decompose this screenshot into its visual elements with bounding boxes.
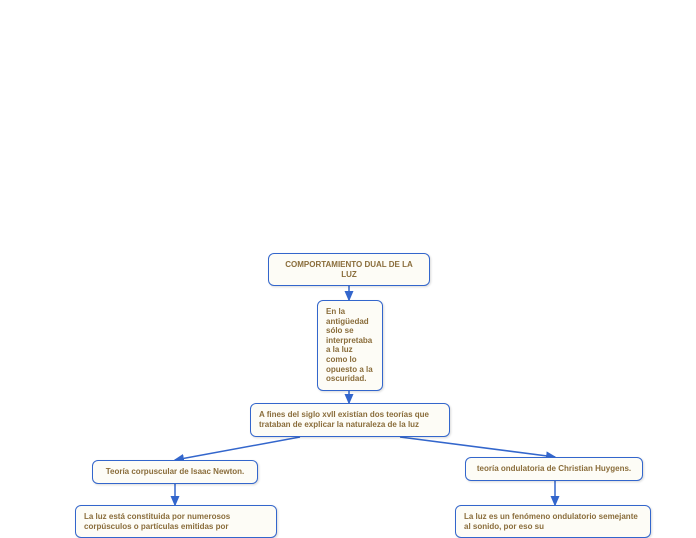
node-label: COMPORTAMIENTO DUAL DE LA LUZ [285, 260, 413, 279]
node-label: A fines del siglo xvII existían dos teor… [259, 410, 429, 429]
node-title: COMPORTAMIENTO DUAL DE LA LUZ [268, 253, 430, 286]
node-n3: Teoría corpuscular de Isaac Newton. [92, 460, 258, 484]
edge-3 [400, 437, 555, 457]
node-label: La luz es un fenómeno ondulatorio semeja… [464, 512, 638, 531]
node-n4: teoría ondulatoria de Christian Huygens. [465, 457, 643, 481]
node-label: En la antigüedad sólo se interpretaba a … [326, 307, 373, 383]
node-label: La luz está constituida por numerosos co… [84, 512, 230, 531]
node-n2: A fines del siglo xvII existían dos teor… [250, 403, 450, 437]
node-n1: En la antigüedad sólo se interpretaba a … [317, 300, 383, 391]
node-label: teoría ondulatoria de Christian Huygens. [477, 464, 631, 473]
edge-2 [175, 437, 300, 460]
node-n6: La luz es un fenómeno ondulatorio semeja… [455, 505, 651, 538]
node-n5: La luz está constituida por numerosos co… [75, 505, 277, 538]
node-label: Teoría corpuscular de Isaac Newton. [106, 467, 245, 476]
